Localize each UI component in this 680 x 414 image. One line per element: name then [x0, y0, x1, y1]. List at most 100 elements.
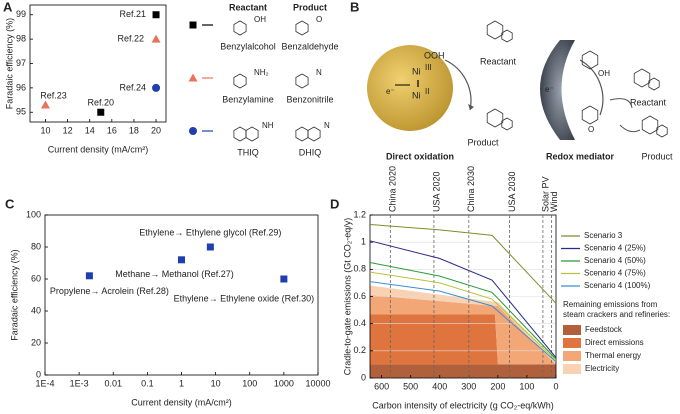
cycle-arrow [579, 59, 604, 116]
label: III [425, 63, 432, 72]
legend-reactant: Benzylalcohol [220, 41, 276, 51]
x-tick-label: 20 [151, 125, 161, 135]
caption: Redox mediator [546, 151, 615, 161]
molecule [648, 77, 660, 91]
molecule [501, 29, 513, 43]
y-tick-label: 96 [16, 82, 26, 92]
point [280, 275, 288, 283]
x-tick-label: 500 [403, 381, 418, 391]
legend-product: DHIQ [299, 147, 322, 157]
molecule [656, 124, 668, 138]
label: Ni [412, 66, 421, 76]
reference-label: Solar PV [540, 176, 550, 212]
ring [245, 126, 259, 142]
legend-swatch [563, 338, 581, 348]
x-tick-label: 300 [461, 381, 476, 391]
legend-label: Electricity [585, 364, 619, 373]
legend-label: Feedstock [585, 325, 623, 334]
atom-label: OH [254, 15, 266, 24]
point-label: Ref.22 [118, 34, 145, 44]
y-axis-label: Faradaic efficiency (%) [4, 18, 14, 109]
molecule [295, 20, 309, 36]
x-tick-label: 1000 [274, 378, 294, 388]
y-tick-label: 99 [16, 9, 26, 19]
x-tick-label: 0.01 [104, 378, 122, 388]
x-tick-label: 10 [211, 378, 221, 388]
legend-reactant: Benzylamine [222, 94, 274, 104]
label: O [588, 125, 594, 134]
point-label: Propylene→ Acrolein (Ref.28) [50, 286, 169, 296]
arrow [619, 124, 641, 133]
point [40, 100, 50, 109]
x-axis-label: Current density (mA/cm²) [131, 397, 232, 407]
molecule [295, 73, 309, 89]
x-tick-label: 100 [519, 381, 534, 391]
point [152, 11, 160, 19]
label: Reactant [480, 56, 517, 66]
x-tick-label: 0 [553, 381, 558, 391]
atom-label: O [316, 15, 322, 24]
point-label: Methane→ Methanol (Ref.27) [115, 269, 234, 279]
legend-label: Scenario 4 (75%) [584, 269, 646, 278]
legend-label: Thermal energy [585, 351, 641, 360]
arrowhead [468, 104, 474, 110]
legend-header: Reactant [229, 2, 267, 12]
molecule [641, 115, 659, 135]
legend-product: Benzonitrile [286, 94, 333, 104]
molecule [233, 73, 247, 89]
point [178, 256, 185, 264]
molecule [633, 68, 651, 88]
legend-swatch [563, 351, 581, 361]
caption: Direct oxidation [386, 151, 454, 161]
panel-label: D [330, 196, 339, 211]
legend-note: Remaining emissions from [563, 300, 658, 309]
mediator [581, 105, 599, 125]
point [97, 108, 105, 116]
y-tick-label: 100 [26, 209, 41, 219]
electrode [367, 45, 453, 131]
molecule [295, 126, 309, 142]
plot-frame [369, 214, 557, 379]
point [152, 83, 161, 92]
legend-swatch [563, 364, 581, 374]
area [370, 314, 556, 365]
y-tick-label: 97 [16, 58, 26, 68]
atom-label: NH₂ [254, 68, 269, 77]
reference-label: China 2020 [388, 166, 398, 212]
reference-label: Wind [549, 191, 559, 212]
atom-label: N [324, 121, 330, 130]
x-tick-label: 1E-4 [35, 378, 54, 388]
plot-frame [29, 4, 167, 123]
y-tick-label: 0.2 [353, 345, 366, 355]
y-tick-label: 98 [16, 34, 26, 44]
molecule [501, 117, 513, 131]
diagram-b-shapes [367, 40, 641, 140]
legend-label: Scenario 4 (50%) [584, 256, 646, 265]
label: Ni [412, 90, 421, 100]
molecule [233, 20, 247, 36]
point-label: Ref.20 [87, 98, 114, 108]
y-tick-label: 0.4 [353, 318, 366, 328]
arrow [609, 98, 633, 109]
point [206, 243, 214, 251]
legend-reactant: THIQ [237, 147, 259, 157]
y-tick-label: 20 [31, 337, 41, 347]
x-tick-label: 0.1 [141, 378, 154, 388]
x-tick-label: 600 [374, 381, 389, 391]
point-label: Ref.21 [120, 9, 147, 19]
panel-label: B [350, 0, 359, 14]
area [370, 364, 556, 378]
label: e⁻ [386, 87, 395, 96]
plot-frame [44, 214, 319, 376]
legend-swatch [563, 325, 581, 335]
x-tick-label: 18 [129, 125, 139, 135]
y-tick-label: 0 [361, 372, 366, 382]
y-tick-label: 0.6 [353, 291, 366, 301]
y-tick-label: 0 [36, 369, 41, 379]
point [151, 34, 161, 43]
legend-label: Direct emissions [585, 338, 644, 347]
line [369, 262, 557, 360]
y-tick-label: 95 [16, 107, 26, 117]
label: Reactant [630, 97, 667, 107]
